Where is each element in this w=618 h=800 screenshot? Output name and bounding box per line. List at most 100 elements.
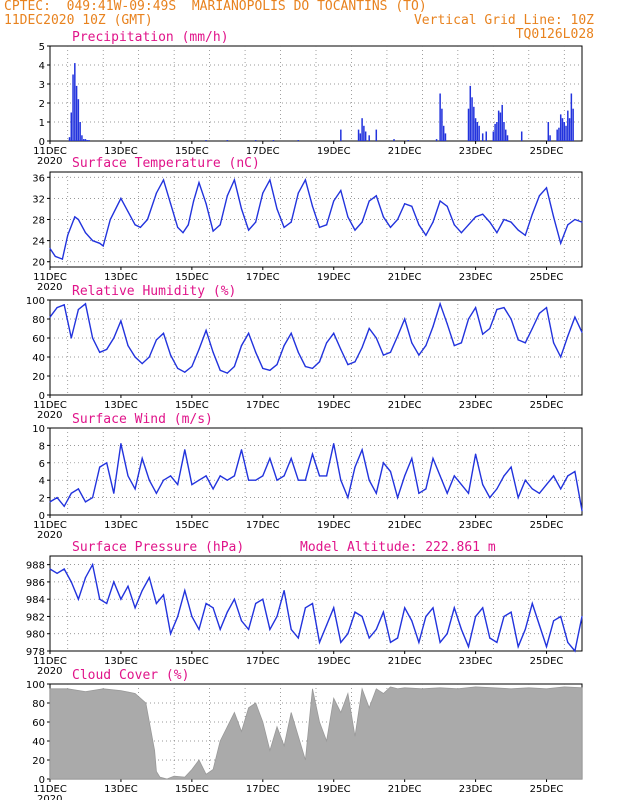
x-tick-label: 21DEC	[388, 400, 422, 411]
data-point	[453, 607, 455, 609]
data-point	[418, 354, 420, 356]
x-tick-label: 21DEC	[388, 272, 422, 283]
x-tick-label: 15DEC	[175, 520, 209, 531]
data-point	[120, 320, 122, 322]
data-point	[233, 475, 236, 477]
data-point	[496, 488, 498, 490]
data-point	[226, 372, 228, 374]
precip-bar	[520, 131, 523, 141]
data-point	[162, 479, 165, 481]
data-point	[389, 641, 392, 643]
data-point	[127, 585, 129, 587]
data-point	[375, 628, 377, 631]
data-point	[375, 195, 377, 197]
x-tick-label: 11DEC	[33, 656, 67, 667]
data-point	[333, 200, 335, 202]
data-point	[269, 628, 271, 631]
precip-bar	[88, 140, 90, 141]
data-point	[269, 369, 271, 371]
y-tick-label: 0	[39, 391, 45, 402]
data-point	[262, 192, 264, 194]
data-point	[77, 598, 79, 600]
y-tick-label: 10	[32, 424, 45, 435]
data-point	[84, 576, 87, 579]
data-point	[198, 348, 200, 350]
precip-bar	[485, 131, 487, 141]
data-point	[446, 633, 448, 635]
data-point	[141, 589, 143, 592]
x-year-label: 2020	[37, 666, 62, 677]
data-point	[318, 226, 321, 229]
data-point	[432, 607, 434, 609]
data-point	[382, 216, 384, 218]
data-point	[368, 200, 370, 202]
precip-bar	[567, 110, 569, 141]
precip-bar	[77, 99, 80, 141]
data-point	[49, 568, 51, 570]
cloud-area	[49, 686, 583, 780]
data-point	[361, 449, 363, 451]
data-point	[262, 367, 264, 369]
data-point	[91, 337, 94, 339]
data-point	[545, 646, 548, 648]
data-point	[311, 453, 314, 455]
panel-5	[47, 555, 583, 654]
data-point	[418, 492, 420, 494]
x-tick-label: 13DEC	[104, 656, 138, 667]
data-point	[482, 483, 484, 486]
precip-bar	[547, 122, 550, 141]
data-point	[290, 628, 292, 631]
data-point	[127, 345, 129, 347]
data-point	[574, 650, 576, 652]
data-point	[418, 641, 420, 643]
data-point	[226, 479, 228, 481]
data-point	[467, 224, 470, 226]
precip-bar	[559, 114, 562, 141]
precip-bar	[340, 129, 342, 141]
data-point	[262, 598, 264, 600]
data-point	[177, 367, 179, 369]
data-point	[99, 466, 101, 468]
data-point	[446, 205, 448, 207]
data-point	[297, 479, 299, 481]
data-point	[510, 611, 512, 613]
data-point	[446, 323, 448, 325]
data-point	[347, 216, 349, 218]
data-point	[326, 475, 328, 477]
data-point	[567, 224, 569, 226]
data-point	[169, 354, 172, 356]
data-point	[113, 581, 115, 583]
y-tick-label: 0	[39, 137, 45, 148]
data-point	[510, 221, 512, 223]
data-point	[340, 641, 342, 643]
data-point	[553, 620, 555, 622]
x-tick-label: 13DEC	[104, 520, 138, 531]
series-line	[49, 301, 583, 374]
x-tick-label: 13DEC	[104, 784, 138, 795]
data-point	[255, 602, 257, 605]
data-point	[531, 213, 533, 215]
data-point	[475, 216, 477, 218]
data-point	[318, 641, 321, 643]
data-point	[191, 365, 193, 368]
data-point	[127, 475, 129, 477]
data-point	[531, 327, 533, 330]
data-point	[439, 475, 441, 477]
panel-title: Relative Humidity (%)	[72, 284, 236, 299]
y-tick-label: 28	[32, 216, 45, 227]
precip-bar	[86, 140, 88, 141]
data-point	[290, 332, 292, 334]
x-tick-label: 19DEC	[317, 146, 351, 157]
precip-bar	[368, 135, 370, 141]
precip-bar	[494, 123, 496, 141]
precip-bar	[297, 140, 300, 141]
data-point	[475, 615, 477, 618]
data-point	[226, 611, 228, 613]
data-point	[226, 195, 228, 197]
y-tick-label: 2	[39, 99, 45, 110]
data-point	[460, 483, 463, 486]
data-point	[56, 572, 58, 574]
x-year-label: 2020	[37, 282, 62, 293]
data-point	[510, 318, 512, 320]
data-point	[63, 304, 65, 306]
